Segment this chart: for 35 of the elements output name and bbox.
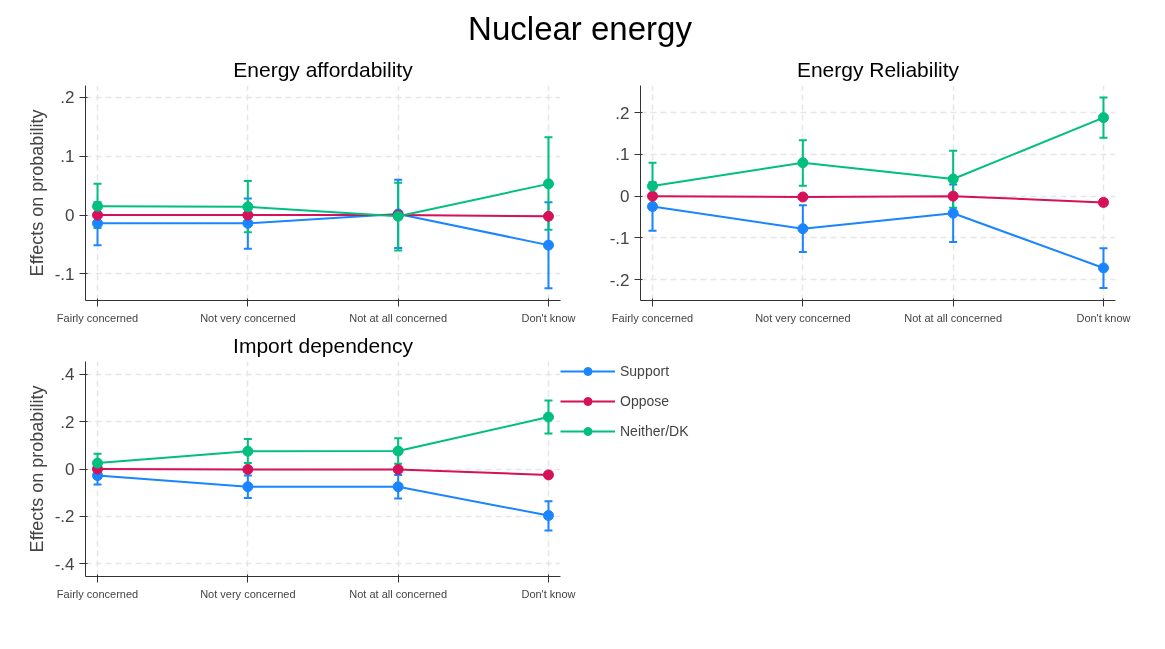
chart-title: Energy Reliability	[796, 57, 960, 81]
x-tick-label: Not very concerned	[200, 587, 296, 600]
chart-title: Import dependency	[233, 333, 414, 357]
legend-label: Neither/DK	[620, 423, 689, 439]
x-tick-label: Fairly concerned	[56, 311, 139, 324]
x-tick-label: Don't know	[521, 587, 576, 600]
x-tick-label: Not at all concerned	[349, 587, 448, 600]
x-tick-label: Not at all concerned	[904, 311, 1003, 324]
y-tick-label: .4	[60, 365, 75, 385]
y-axis-title: Effects on probability	[26, 109, 47, 277]
y-tick-label: -.1	[54, 264, 75, 284]
chart-title: Energy affordability	[233, 57, 414, 81]
y-tick-label: -.1	[609, 228, 630, 248]
x-tick-label: Not very concerned	[200, 311, 296, 324]
x-tick-label: Not at all concerned	[349, 311, 448, 324]
y-tick-label: .2	[60, 412, 75, 432]
x-tick-label: Don't know	[1076, 311, 1131, 324]
y-tick-label: .1	[60, 147, 75, 167]
x-tick-label: Fairly concerned	[56, 587, 139, 600]
y-tick-label: .1	[615, 145, 630, 165]
y-tick-label: 0	[620, 187, 630, 207]
y-tick-label: .2	[615, 103, 630, 123]
legend-label: Oppose	[620, 393, 670, 409]
x-tick-label: Not very concerned	[755, 311, 851, 324]
x-tick-label: Fairly concerned	[611, 311, 694, 324]
y-tick-label: -.4	[54, 554, 75, 574]
legend-label: Support	[620, 363, 670, 379]
x-tick-label: Don't know	[521, 311, 576, 324]
y-tick-label: .2	[60, 88, 75, 108]
y-tick-label: 0	[65, 206, 75, 226]
y-tick-label: 0	[65, 460, 75, 479]
text: Nuclear energy	[468, 9, 692, 49]
y-axis-title: Effects on probability	[26, 385, 47, 553]
y-tick-label: -.2	[54, 507, 75, 527]
y-tick-label: -.2	[609, 270, 630, 290]
